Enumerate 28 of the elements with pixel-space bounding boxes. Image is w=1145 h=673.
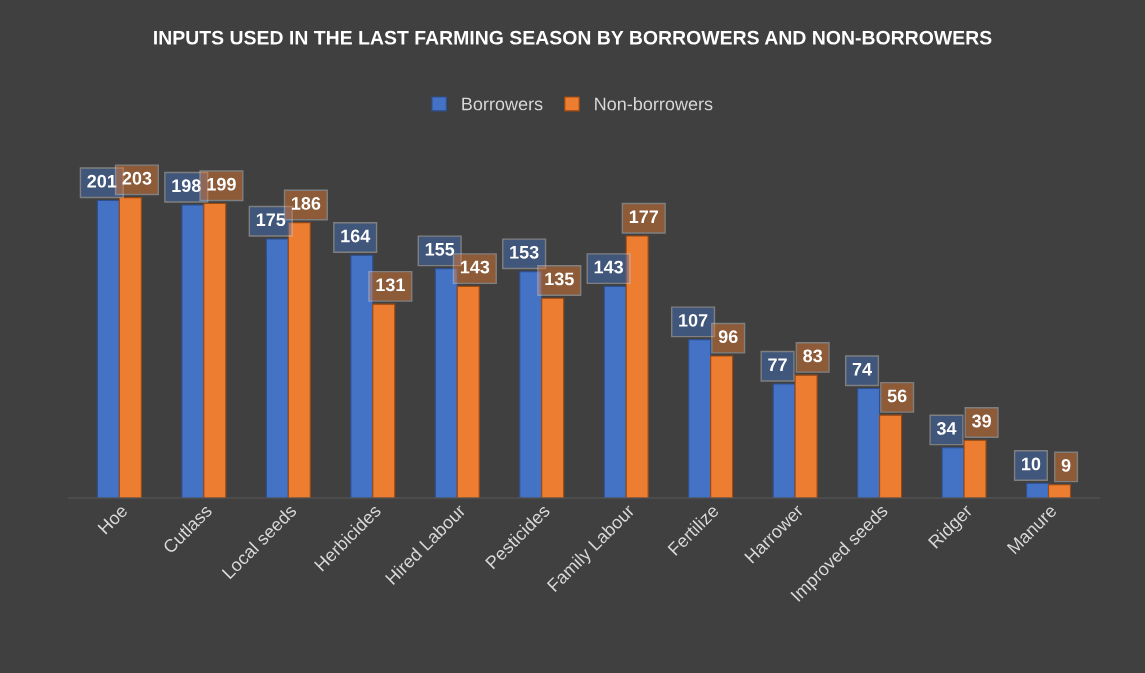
x-tick-label: Hoe (97, 503, 129, 535)
legend-label: Borrowers (462, 97, 543, 111)
data-label: 198 (172, 179, 201, 193)
data-label: 153 (510, 245, 539, 259)
data-label: 9 (1061, 459, 1071, 472)
data-label: 201 (87, 174, 117, 188)
data-label: 56 (887, 389, 907, 403)
data-label: 10 (1022, 457, 1041, 471)
data-label: 164 (341, 229, 371, 243)
data-label: 34 (936, 422, 957, 435)
data-label: 83 (803, 349, 823, 363)
data-label: 143 (594, 260, 624, 274)
data-label: 107 (679, 313, 708, 327)
data-label: 143 (460, 260, 490, 274)
data-label: 131 (376, 278, 405, 292)
data-label: 135 (545, 272, 574, 286)
data-label: 177 (629, 210, 659, 223)
data-label: 203 (122, 171, 152, 185)
data-label: 155 (425, 243, 455, 256)
data-label: 74 (852, 362, 872, 376)
data-label: 39 (972, 414, 991, 428)
data-label: 199 (207, 177, 236, 191)
legend-label: Non-borrowers (595, 97, 713, 111)
data-label: 175 (256, 213, 286, 227)
data-label: 77 (768, 358, 787, 371)
data-label: 96 (718, 330, 738, 344)
data-label: 186 (291, 197, 321, 210)
chart-title: INPUTS USED IN THE LAST FARMING SEASON BY BORROWERS AND NON-BORROWERS (154, 30, 992, 45)
